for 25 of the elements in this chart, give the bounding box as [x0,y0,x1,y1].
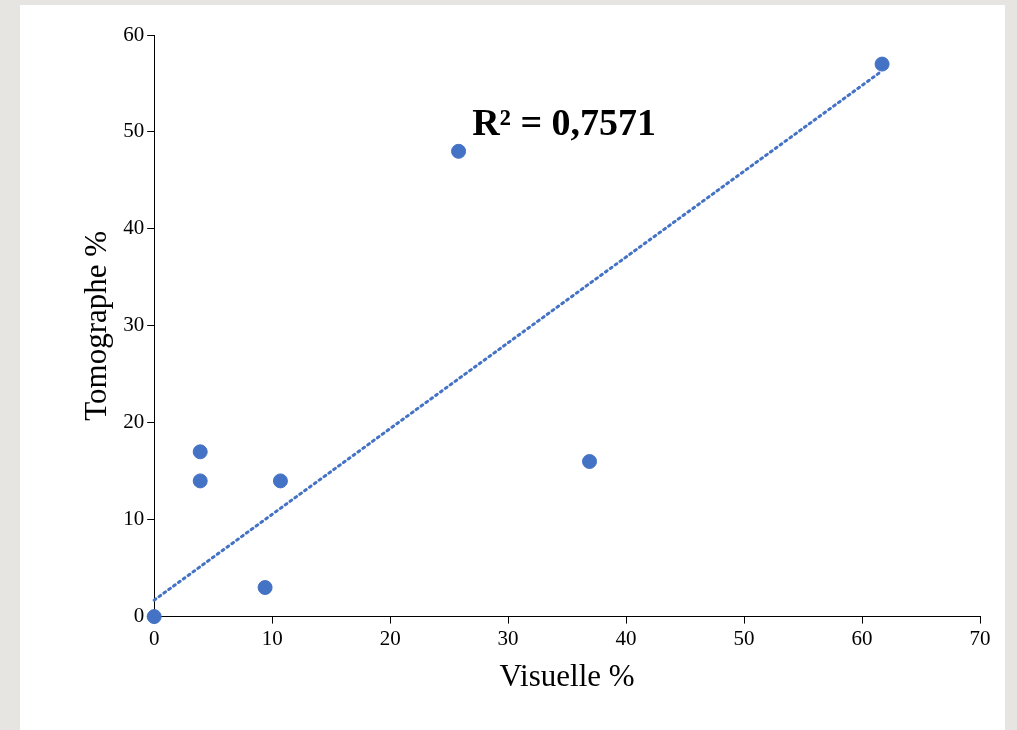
x-tick-label: 40 [615,625,637,650]
x-tick-label: 50 [733,625,755,650]
point [451,143,467,159]
x-tick-label: 30 [497,625,519,650]
point [272,473,288,489]
point [146,609,162,625]
x-tick-label: 10 [261,625,283,650]
y-axis-title: Tomographe % [77,230,113,421]
point [192,444,208,460]
x-tick-label: 20 [379,625,401,650]
x-tick-label: 60 [851,625,873,650]
annotation: R² = 0,7571 [472,100,657,143]
point [257,580,273,596]
x-tick-label: 70 [969,625,991,650]
point [192,473,208,489]
y-tick-label: 0 [133,603,145,628]
point [874,56,890,72]
y-tick-label: 30 [123,312,145,337]
y-tick-label: 20 [123,409,145,434]
y-tick-label: 60 [123,21,145,46]
y-tick-label: 40 [123,215,145,240]
point [582,454,598,470]
y-tick-label: 50 [123,118,145,143]
y-tick-label: 10 [123,506,145,531]
x-axis-title: Visuelle % [499,657,635,693]
